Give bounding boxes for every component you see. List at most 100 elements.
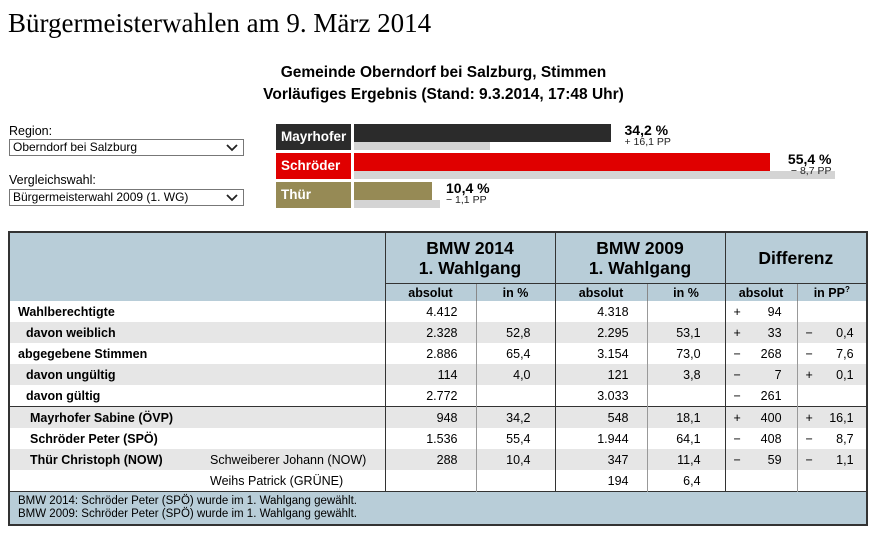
- footer-note: BMW 2014: Schröder Peter (SPÖ) wurde im …: [10, 491, 867, 524]
- cell-abs-2014: 4.412: [384, 301, 476, 322]
- cell-pp-diff: +16,1: [796, 406, 867, 428]
- cell-pct-2009: 3,8: [646, 364, 726, 385]
- cell-pct-2009: 53,1: [646, 322, 726, 343]
- cell-pct-2009: 18,1: [646, 406, 726, 428]
- row-label: davon ungültig: [10, 364, 385, 385]
- cell-abs-2014: 1.536: [384, 428, 476, 449]
- cell-abs-2009: 194: [554, 470, 648, 492]
- table-row: abgegebene Stimmen 2.886 65,4 3.154 73,0−268…: [10, 343, 867, 364]
- cell-abs-2009: 3.154: [554, 343, 648, 364]
- row-label: abgegebene Stimmen: [18, 346, 148, 361]
- cell-abs-diff: −408: [724, 428, 798, 449]
- row-label: Weihs Patrick (GRÜNE): [10, 470, 385, 492]
- row-sublabel: Schweiberer Johann (NOW): [210, 452, 367, 467]
- cell-abs-2009: 3.033: [554, 385, 648, 407]
- region-select[interactable]: Oberndorf bei Salzburg: [9, 139, 244, 156]
- pp-label-schroeder: − 8,7 PP: [790, 165, 832, 177]
- cell-abs-diff: −261: [724, 385, 798, 407]
- cell-abs-2014: 2.772: [384, 385, 476, 407]
- cell-pct-2014: 10,4: [475, 449, 556, 470]
- cell-pct-2014: 65,4: [475, 343, 556, 364]
- cell-pct-2014: 4,0: [475, 364, 556, 385]
- row-label: davon gültig: [26, 388, 101, 403]
- header-bmw2009: BMW 2009 1. Wahlgang: [554, 233, 726, 284]
- cell-pp-diff: [796, 301, 867, 322]
- cell-abs-diff: [724, 470, 798, 492]
- row-label: davon weiblich: [10, 322, 385, 343]
- cell-pct-2014: [475, 301, 556, 322]
- cell-pct-2009: [646, 301, 726, 322]
- results-table: BMW 2014 1. Wahlgang BMW 2009 1. Wahlgang …: [8, 231, 868, 526]
- chevron-down-icon: [226, 144, 238, 152]
- cell-abs-2009: 548: [554, 406, 648, 428]
- subtitle-line2: Vorläufiges Ergebnis (Stand: 9.3.2014, 1…: [263, 86, 624, 103]
- compare-label: Vergleichswahl:: [9, 173, 96, 187]
- footer-line-2009: BMW 2009: Schröder Peter (SPÖ) wurde im …: [18, 508, 357, 520]
- cell-abs-diff: −268: [724, 343, 798, 364]
- cell-abs-2014: 948: [384, 406, 476, 428]
- table-row: Weihs Patrick (GRÜNE) 194 6,4: [10, 470, 867, 492]
- cell-pp-diff: [796, 385, 867, 407]
- table-row: davon gültig 2.772 3.033 −261: [10, 385, 867, 407]
- candidate-label-mayrhofer: Mayrhofer: [276, 124, 351, 150]
- cell-pp-diff: −0,4: [796, 322, 867, 343]
- bar-2009-thuer: [354, 200, 441, 208]
- cell-abs-diff: −59: [724, 449, 798, 470]
- cell-pct-2014: 34,2: [475, 406, 556, 428]
- col-pp-diff: in PP?: [796, 283, 867, 301]
- cell-pct-2014: 52,8: [475, 322, 556, 343]
- pct-label-schroeder: 55,4 %: [787, 151, 832, 167]
- pp-label-mayrhofer: + 16,1 PP: [624, 136, 671, 148]
- cell-pp-diff: −7,6: [796, 343, 867, 364]
- cell-abs-diff: +33: [724, 322, 798, 343]
- cell-abs-2014: 114: [384, 364, 476, 385]
- cell-abs-2014: 2.328: [384, 322, 476, 343]
- page-title: Bürgermeisterwahlen am 9. März 2014: [8, 8, 432, 38]
- cell-abs-2014: 2.886: [384, 343, 476, 364]
- header-differenz: Differenz: [724, 233, 867, 284]
- cell-abs-2014: 288: [384, 449, 476, 470]
- row-label: Wahlberechtigte: [18, 304, 115, 319]
- cell-pct-2009: 73,0: [646, 343, 726, 364]
- col-abs-2014: absolut: [384, 283, 476, 301]
- candidate-label-thuer: Thür: [276, 182, 351, 208]
- region-label: Region:: [9, 124, 53, 138]
- cell-abs-diff: +94: [724, 301, 798, 322]
- cell-pp-diff: +0,1: [796, 364, 867, 385]
- cell-pct-2009: 11,4: [646, 449, 726, 470]
- cell-abs-diff: −7: [724, 364, 798, 385]
- row-sublabel: Weihs Patrick (GRÜNE): [210, 473, 344, 488]
- table-row: Mayrhofer Sabine (ÖVP) 948 34,2 548 18,1 +400…: [10, 406, 867, 428]
- cell-pp-diff: −1,1: [796, 449, 867, 470]
- bar-2014-schroeder: [354, 153, 770, 171]
- cell-abs-2009: 1.944: [554, 428, 648, 449]
- cell-abs-2009: 4.318: [554, 301, 648, 322]
- cell-abs-2014: [384, 470, 476, 492]
- compare-select[interactable]: Bürgermeisterwahl 2009 (1. WG): [9, 189, 244, 206]
- table-row: davon ungültig 114 4,0 121 3,8−7 +0,1: [10, 364, 867, 385]
- cell-pct-2009: [646, 385, 726, 407]
- pp-label-thuer: − 1,1 PP: [446, 194, 487, 206]
- cell-abs-2009: 2.295: [554, 322, 648, 343]
- header-empty: [10, 233, 385, 301]
- cell-pct-2014: [475, 470, 556, 492]
- pct-label-mayrhofer: 34,2 %: [624, 122, 669, 138]
- cell-pp-diff: −8,7: [796, 428, 867, 449]
- table-row: Thür Christoph (NOW) Schweiberer Johann (…: [10, 449, 867, 470]
- bar-2014-thuer: [354, 182, 432, 200]
- col-pct-2014: in %: [475, 283, 556, 301]
- header-bmw2014: BMW 2014 1. Wahlgang: [384, 233, 556, 284]
- table-row: Wahlberechtigte 4.412 4.318 +94: [10, 301, 867, 322]
- table-row: Schröder Peter (SPÖ) 1.536 55,4 1.944 64,1−4…: [10, 428, 867, 449]
- footer-line-2014: BMW 2014: Schröder Peter (SPÖ) wurde im …: [18, 495, 357, 507]
- cell-pct-2009: 64,1: [646, 428, 726, 449]
- subtitle-line1: Gemeinde Oberndorf bei Salzburg, Stimmen: [280, 64, 607, 81]
- bar-2014-mayrhofer: [354, 124, 611, 142]
- cell-abs-2009: 121: [554, 364, 648, 385]
- row-label: Thür Christoph (NOW) Schweiberer Johann (…: [10, 449, 385, 470]
- table-row: davon weiblich 2.328 52,8 2.295 53,1 +33−0,4: [10, 322, 867, 343]
- cell-abs-2009: 347: [554, 449, 648, 470]
- candidate-label-schroeder: Schröder: [276, 153, 351, 179]
- col-abs-2009: absolut: [554, 283, 648, 301]
- cell-abs-diff: +400: [724, 406, 798, 428]
